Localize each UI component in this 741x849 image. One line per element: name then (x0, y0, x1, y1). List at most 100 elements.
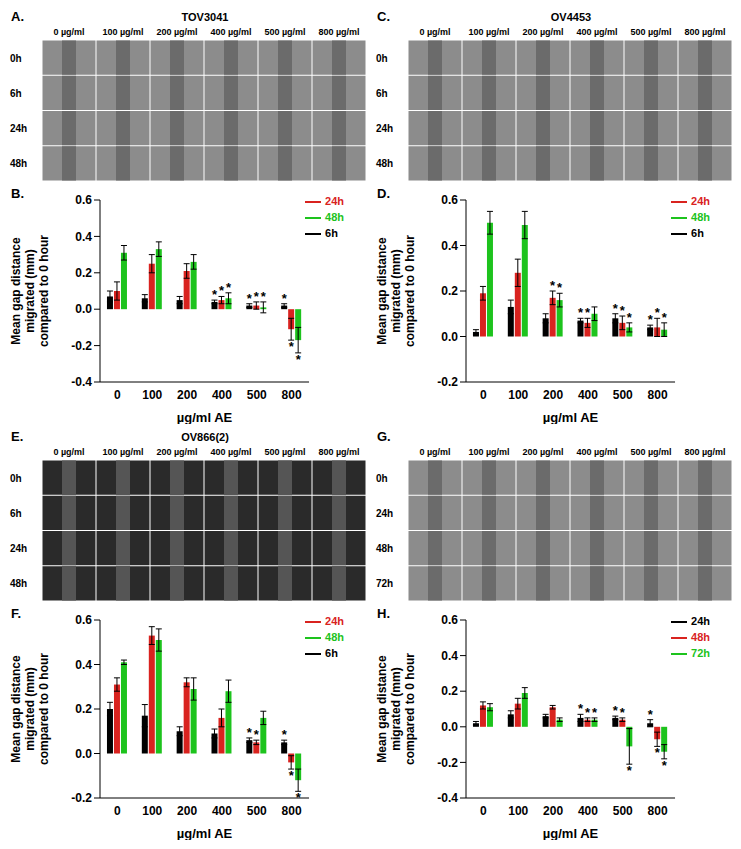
svg-text:*: * (627, 763, 633, 778)
svg-text:0.6: 0.6 (441, 193, 458, 207)
svg-text:*: * (296, 790, 302, 805)
svg-text:500 µg/ml: 500 µg/ml (264, 447, 305, 457)
svg-text:0: 0 (480, 804, 487, 818)
svg-text:6h: 6h (376, 88, 388, 99)
svg-text:*: * (219, 283, 225, 298)
svg-text:24h: 24h (376, 508, 393, 519)
svg-text:800 µg/ml: 800 µg/ml (684, 447, 725, 457)
svg-text:0.6: 0.6 (441, 613, 458, 627)
svg-text:*: * (254, 727, 260, 742)
svg-text:-0.2: -0.2 (71, 791, 92, 805)
svg-text:500: 500 (613, 804, 633, 818)
svg-text:400: 400 (578, 388, 598, 402)
svg-text:48h: 48h (376, 158, 393, 169)
svg-text:0.4: 0.4 (441, 239, 458, 253)
svg-text:*: * (212, 287, 218, 302)
svg-text:µg/ml AE: µg/ml AE (543, 410, 599, 424)
svg-text:0h: 0h (376, 53, 388, 64)
svg-text:0 µg/ml: 0 µg/ml (53, 447, 84, 457)
svg-text:48h: 48h (376, 543, 393, 554)
svg-text:*: * (282, 291, 288, 306)
svg-text:*: * (613, 301, 619, 316)
svg-text:-0.4: -0.4 (71, 375, 92, 389)
svg-text:100 µg/ml: 100 µg/ml (468, 27, 509, 37)
svg-text:400 µg/ml: 400 µg/ml (210, 27, 251, 37)
svg-text:200 µg/ml: 200 µg/ml (156, 27, 197, 37)
svg-text:800: 800 (282, 388, 302, 402)
svg-text:*: * (627, 310, 633, 325)
svg-text:100 µg/ml: 100 µg/ml (468, 447, 509, 457)
svg-text:*: * (655, 745, 661, 760)
svg-text:0: 0 (480, 388, 487, 402)
svg-text:0.2: 0.2 (75, 702, 92, 716)
svg-text:*: * (289, 768, 295, 783)
svg-text:µg/ml AE: µg/ml AE (177, 826, 233, 840)
svg-text:A.: A. (11, 9, 24, 24)
svg-text:200 µg/ml: 200 µg/ml (522, 447, 563, 457)
svg-text:24h: 24h (376, 123, 393, 134)
svg-text:6h: 6h (10, 88, 22, 99)
svg-text:800 µg/ml: 800 µg/ml (318, 447, 359, 457)
svg-text:200: 200 (177, 388, 197, 402)
svg-text:*: * (592, 705, 598, 720)
svg-text:24h: 24h (10, 123, 27, 134)
svg-text:0.4: 0.4 (75, 230, 92, 244)
svg-text:0: 0 (114, 804, 121, 818)
svg-text:*: * (648, 312, 654, 327)
svg-text:µg/ml AE: µg/ml AE (543, 826, 599, 840)
svg-text:*: * (655, 305, 661, 320)
svg-text:*: * (550, 278, 556, 293)
svg-text:500 µg/ml: 500 µg/ml (630, 27, 671, 37)
svg-text:*: * (261, 289, 267, 304)
svg-text:G.: G. (377, 429, 391, 444)
svg-text:*: * (662, 310, 668, 325)
svg-text:500: 500 (247, 804, 267, 818)
svg-text:*: * (578, 305, 584, 320)
svg-text:Mean gap distancemigrated (mm): Mean gap distancemigrated (mm)compared t… (375, 235, 417, 347)
svg-text:800 µg/ml: 800 µg/ml (684, 27, 725, 37)
svg-text:0.0: 0.0 (75, 747, 92, 761)
svg-text:Mean gap distancemigrated (mm): Mean gap distancemigrated (mm)compared t… (375, 653, 417, 765)
svg-text:100: 100 (142, 804, 162, 818)
svg-text:*: * (620, 303, 626, 318)
svg-text:0.0: 0.0 (441, 330, 458, 344)
svg-text:OV4453: OV4453 (551, 11, 591, 23)
svg-text:800: 800 (648, 804, 668, 818)
svg-text:0h: 0h (376, 473, 388, 484)
svg-text:*: * (226, 280, 232, 295)
svg-text:µg/ml AE: µg/ml AE (177, 410, 233, 424)
svg-text:*: * (296, 352, 302, 367)
svg-text:-0.4: -0.4 (437, 791, 458, 805)
svg-text:0 µg/ml: 0 µg/ml (419, 447, 450, 457)
svg-text:E.: E. (11, 429, 23, 444)
svg-text:200 µg/ml: 200 µg/ml (156, 447, 197, 457)
svg-text:-0.2: -0.2 (437, 375, 458, 389)
svg-text:*: * (648, 707, 654, 722)
svg-text:*: * (620, 705, 626, 720)
svg-text:*: * (289, 339, 295, 354)
svg-text:0.4: 0.4 (75, 658, 92, 672)
svg-text:500: 500 (247, 388, 267, 402)
svg-text:TOV3041: TOV3041 (182, 11, 229, 23)
svg-text:100 µg/ml: 100 µg/ml (102, 447, 143, 457)
svg-text:48h: 48h (10, 578, 27, 589)
svg-text:0.6: 0.6 (75, 613, 92, 627)
svg-text:*: * (613, 703, 619, 718)
svg-text:400: 400 (212, 388, 232, 402)
svg-text:*: * (662, 758, 668, 773)
svg-text:6h: 6h (10, 508, 22, 519)
svg-text:*: * (585, 705, 591, 720)
svg-text:-0.2: -0.2 (437, 756, 458, 770)
svg-text:400 µg/ml: 400 µg/ml (576, 447, 617, 457)
svg-text:0.0: 0.0 (75, 302, 92, 316)
svg-text:-0.2: -0.2 (71, 339, 92, 353)
svg-text:*: * (578, 701, 584, 716)
svg-text:800: 800 (282, 804, 302, 818)
svg-text:500 µg/ml: 500 µg/ml (264, 27, 305, 37)
svg-text:200 µg/ml: 200 µg/ml (522, 27, 563, 37)
svg-text:0: 0 (114, 388, 121, 402)
svg-text:0 µg/ml: 0 µg/ml (419, 27, 450, 37)
svg-text:500 µg/ml: 500 µg/ml (630, 447, 671, 457)
svg-text:400: 400 (578, 804, 598, 818)
svg-text:0h: 0h (10, 53, 22, 64)
